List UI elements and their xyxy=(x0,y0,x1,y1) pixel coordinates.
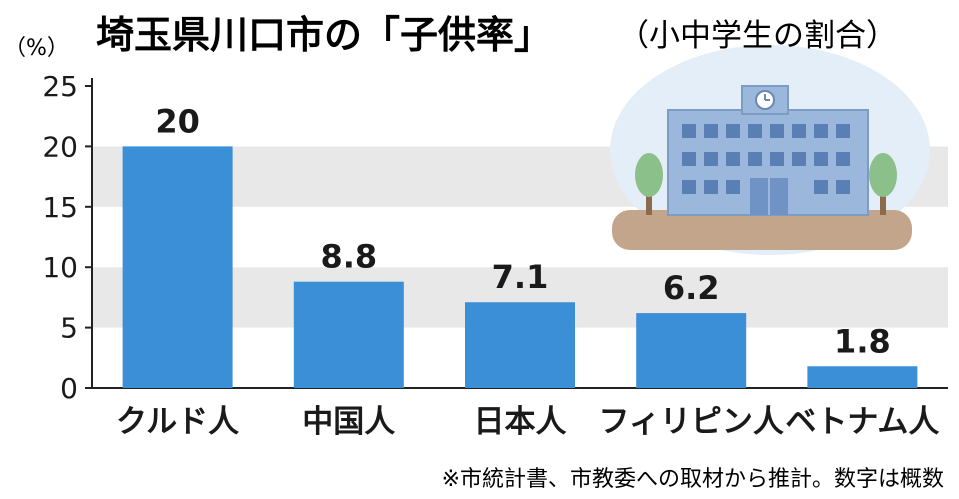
x-tick-label: クルド人 xyxy=(116,404,239,440)
y-tick-label: 0 xyxy=(60,372,78,405)
x-axis-labels: クルド人 中国人 日本人 フィリピン人 ベトナム人 xyxy=(116,404,939,440)
chart-subtitle: （小中学生の割合） xyxy=(618,18,897,54)
bar xyxy=(122,146,233,388)
data-label: 6.2 xyxy=(663,269,720,307)
y-tick-label: 25 xyxy=(42,70,78,103)
y-tick-label: 5 xyxy=(60,312,78,345)
data-label: 1.8 xyxy=(834,322,891,360)
x-tick-label: 中国人 xyxy=(302,404,395,440)
school-building-icon xyxy=(610,45,930,255)
bar xyxy=(465,302,575,388)
x-tick-label: フィリピン人 xyxy=(599,404,784,440)
data-label: 20 xyxy=(155,102,200,140)
data-label: 7.1 xyxy=(492,258,549,296)
data-label: 8.8 xyxy=(320,238,377,276)
bar xyxy=(293,281,404,388)
bars xyxy=(122,146,918,388)
x-tick-label: 日本人 xyxy=(474,404,567,440)
y-tick-label: 10 xyxy=(42,251,78,284)
unit-label: （%） xyxy=(4,36,69,61)
data-labels: 20 8.8 7.1 6.2 1.8 xyxy=(155,102,890,360)
bar xyxy=(636,313,747,388)
source-note: ※市統計書、市教委への取材から推計。数字は概数 xyxy=(442,467,944,492)
bar xyxy=(807,366,918,388)
y-tick-label: 20 xyxy=(42,130,78,163)
x-tick-label: ベトナム人 xyxy=(785,404,939,440)
y-tick-label: 15 xyxy=(42,191,78,224)
chart-title: 埼玉県川口市の「子供率」 xyxy=(96,13,552,57)
